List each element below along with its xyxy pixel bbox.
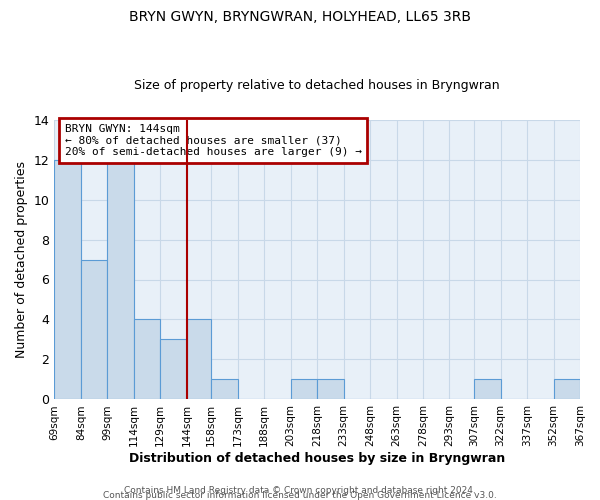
Bar — [107, 160, 134, 400]
Text: Contains public sector information licensed under the Open Government Licence v3: Contains public sector information licen… — [103, 491, 497, 500]
Text: BRYN GWYN, BRYNGWRAN, HOLYHEAD, LL65 3RB: BRYN GWYN, BRYNGWRAN, HOLYHEAD, LL65 3RB — [129, 10, 471, 24]
Bar — [474, 380, 500, 400]
Bar — [554, 380, 580, 400]
Bar — [54, 160, 81, 400]
Text: Contains HM Land Registry data © Crown copyright and database right 2024.: Contains HM Land Registry data © Crown c… — [124, 486, 476, 495]
X-axis label: Distribution of detached houses by size in Bryngwran: Distribution of detached houses by size … — [129, 452, 505, 465]
Bar — [81, 260, 107, 400]
Bar — [211, 380, 238, 400]
Bar — [290, 380, 317, 400]
Y-axis label: Number of detached properties: Number of detached properties — [15, 161, 28, 358]
Bar — [160, 340, 187, 400]
Bar — [187, 320, 211, 400]
Bar — [134, 320, 160, 400]
Title: Size of property relative to detached houses in Bryngwran: Size of property relative to detached ho… — [134, 79, 500, 92]
Text: BRYN GWYN: 144sqm
← 80% of detached houses are smaller (37)
20% of semi-detached: BRYN GWYN: 144sqm ← 80% of detached hous… — [65, 124, 362, 157]
Bar — [317, 380, 344, 400]
